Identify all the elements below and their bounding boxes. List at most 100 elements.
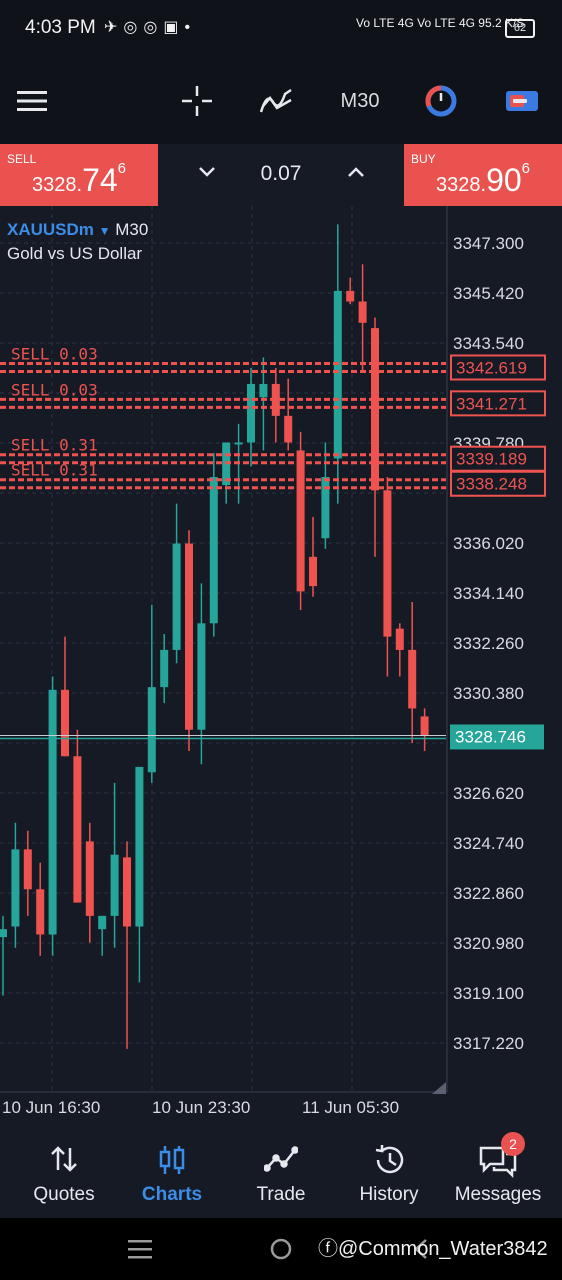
nav-charts[interactable]: Charts [116, 1132, 228, 1218]
sell-button[interactable]: SELL 3328.746 [0, 144, 158, 206]
price-chart[interactable]: 3347.300 3345.420 3343.540 3339.780 3336.020… [0, 206, 562, 1132]
order-price-box [450, 470, 546, 497]
candle-body [85, 841, 94, 916]
candle-body [98, 915, 107, 930]
candle-body [147, 687, 156, 773]
dot-icon: • [184, 19, 197, 36]
candle-body [73, 756, 82, 903]
recent-apps-icon[interactable] [128, 1238, 152, 1260]
chart-shift-handle[interactable] [432, 1082, 446, 1094]
lot-value[interactable]: 0.07 [260, 162, 302, 185]
price-tick-label: 3336.020 [453, 534, 524, 553]
order-price-box [450, 354, 546, 381]
candle-body [321, 477, 330, 539]
candle-body [48, 689, 57, 935]
indicators-icon[interactable] [254, 58, 298, 144]
price-tick-label: 3345.420 [453, 284, 524, 303]
candle-body [296, 450, 305, 592]
candle-body [309, 556, 317, 587]
time-tick-label: 11 Jun 05:30 [302, 1098, 399, 1117]
facebook-icon: ▣ [163, 19, 185, 36]
candle-body [358, 301, 367, 323]
candle-body [185, 543, 193, 730]
candle-body [135, 766, 144, 927]
messages-badge: 2 [501, 1132, 525, 1156]
sell-label: SELL [7, 152, 37, 166]
notification-icons: ✈◎◎▣• [104, 17, 196, 37]
lot-decrease-button[interactable] [198, 166, 216, 178]
one-click-trade-icon[interactable] [500, 58, 544, 144]
candle-body [259, 383, 268, 398]
candle-body [61, 689, 69, 757]
order-level-label[interactable]: SELL 0.03 [11, 380, 98, 399]
price-tick-label: 3326.620 [453, 784, 524, 803]
order-level-label[interactable]: SELL 0.31 [11, 436, 98, 455]
home-icon[interactable] [270, 1238, 292, 1260]
candle-body [284, 415, 293, 443]
order-price-label: 3342.619 [456, 358, 527, 377]
current-price-label: 3328.746 [455, 727, 526, 746]
candle-body [197, 623, 206, 730]
candle-body [383, 490, 392, 637]
menu-icon[interactable] [10, 58, 54, 144]
objects-icon[interactable] [420, 58, 462, 144]
trade-icon [225, 1144, 337, 1178]
nav-trade[interactable]: Trade [225, 1132, 337, 1218]
candle-body [209, 477, 218, 624]
candle-body [0, 929, 7, 938]
battery-icon: 62 [505, 19, 535, 38]
price-tick-label: 3330.380 [453, 684, 524, 703]
price-tick-label: 3332.260 [453, 634, 524, 653]
quotes-icon [8, 1144, 120, 1178]
order-price-label: 3341.271 [456, 394, 527, 413]
nav-history[interactable]: History [333, 1132, 445, 1218]
time-tick-label: 10 Jun 23:30 [152, 1098, 250, 1117]
crosshair-icon[interactable] [176, 58, 218, 144]
whatsapp-icon: ◎ [143, 19, 164, 36]
candle-body [234, 442, 243, 445]
price-tick-label: 3324.740 [453, 834, 524, 853]
candle-body [420, 716, 429, 736]
whatsapp-icon: ◎ [123, 19, 144, 36]
candle-body [408, 649, 417, 709]
lot-selector: 0.07 [158, 144, 404, 206]
price-tick-label: 3320.980 [453, 934, 524, 953]
candle-body [371, 328, 379, 491]
order-price-label: 3339.189 [456, 450, 527, 469]
candle-body [36, 889, 45, 935]
candle-body [395, 628, 404, 650]
candle-body [123, 857, 131, 927]
buy-button[interactable]: BUY 3328.906 [404, 144, 562, 206]
price-tick-label: 3322.860 [453, 884, 524, 903]
current-price-box [450, 724, 544, 750]
order-price-label: 3338.248 [456, 475, 527, 494]
order-level-label[interactable]: SELL 0.03 [11, 344, 98, 363]
candle-body [23, 849, 32, 890]
status-time: 4:03 PM [25, 17, 96, 38]
chart-symbol-description: Gold vs US Dollar [7, 244, 143, 263]
nav-messages[interactable]: 2 Messages [442, 1132, 554, 1218]
system-navigation-bar: ⓕ@Common_Water3842 [0, 1218, 562, 1280]
nav-quotes[interactable]: Quotes [8, 1132, 120, 1218]
price-tick-label: 3347.300 [453, 234, 524, 253]
order-price-box [450, 390, 546, 417]
chart-canvas[interactable]: 3347.3003345.4203343.5403339.7803336.020… [0, 206, 562, 1132]
candle-body [247, 383, 255, 443]
time-tick-label: 10 Jun 16:30 [2, 1098, 100, 1117]
bottom-navigation: Quotes Charts Trade History 2 Messages [0, 1132, 562, 1218]
order-price-box [450, 445, 546, 472]
telegram-icon: ✈ [104, 19, 124, 36]
candle-body [160, 649, 169, 688]
lot-increase-button[interactable] [347, 166, 365, 178]
chart-toolbar: M30 [0, 58, 562, 144]
price-tick-label: 3343.540 [453, 334, 524, 353]
timeframe-button[interactable]: M30 [340, 89, 380, 112]
buy-price: 3328.906 [436, 160, 530, 198]
candle-body [333, 290, 342, 459]
back-icon[interactable] [410, 1238, 432, 1260]
one-click-trade-panel: SELL 3328.746 0.07 BUY 3328.906 [0, 144, 562, 206]
history-icon [333, 1144, 445, 1178]
candle-body [110, 854, 119, 916]
order-level-label[interactable]: SELL 0.31 [11, 461, 98, 480]
watermark: ⓕ@Common_Water3842 [318, 1238, 548, 1260]
